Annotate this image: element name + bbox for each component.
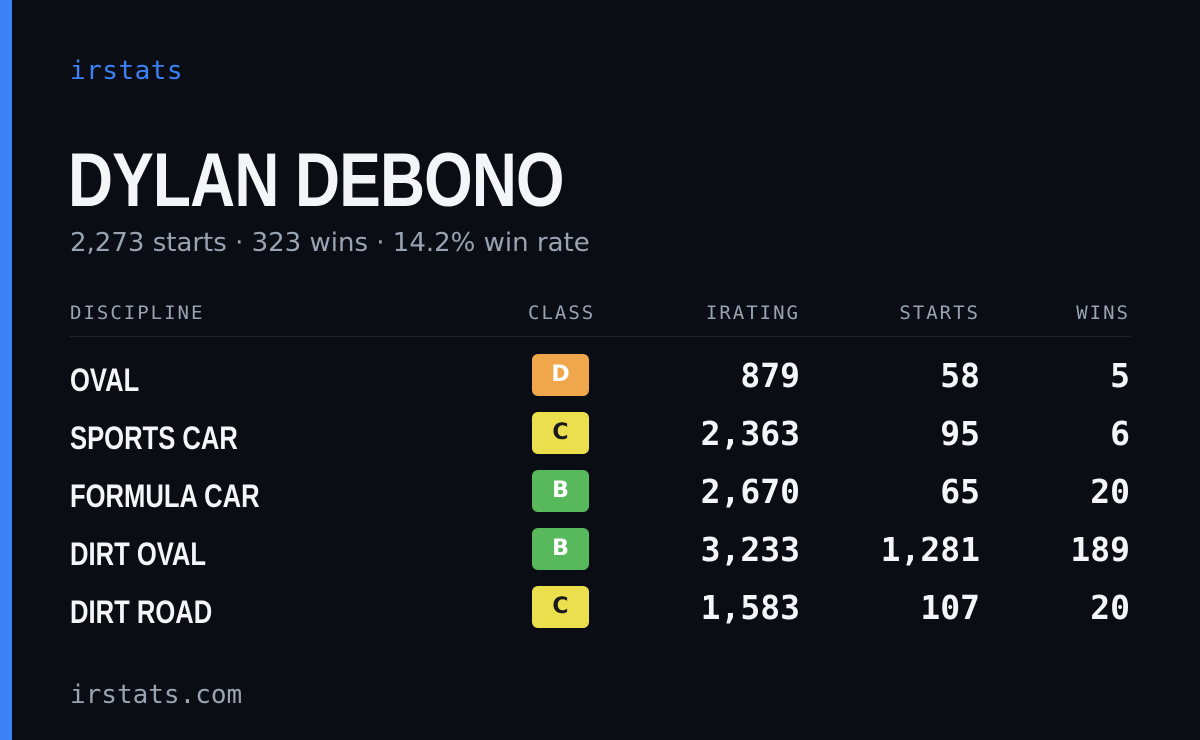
- wins-value: 20: [1090, 472, 1130, 511]
- discipline-label: FORMULA CAR: [70, 478, 260, 514]
- table-row: DIRT OVAL B 3,233 1,281 189: [0, 528, 1200, 586]
- discipline-label: SPORTS CAR: [70, 420, 238, 456]
- starts-value: 58: [940, 356, 980, 395]
- table-row: OVAL D 879 58 5: [0, 354, 1200, 412]
- irating-value: 2,670: [700, 472, 800, 511]
- discipline-label: OVAL: [70, 362, 140, 398]
- wins-value: 5: [1110, 356, 1130, 395]
- starts-value: 95: [940, 414, 980, 453]
- header-irating: IRATING: [705, 302, 800, 324]
- brand-logo: irstats: [70, 56, 184, 86]
- starts-value: 1,281: [880, 530, 980, 569]
- driver-name: DYLAN DEBONO: [68, 138, 564, 223]
- discipline-label: DIRT ROAD: [70, 594, 213, 630]
- starts-value: 107: [920, 588, 980, 627]
- table-row: SPORTS CAR C 2,363 95 6: [0, 412, 1200, 470]
- class-badge: B: [532, 470, 589, 512]
- header-divider: [70, 336, 1131, 337]
- irating-value: 879: [740, 356, 800, 395]
- table-row: DIRT ROAD C 1,583 107 20: [0, 586, 1200, 644]
- header-wins: WINS: [1076, 302, 1130, 324]
- header-class: CLASS: [528, 302, 596, 324]
- header-starts: STARTS: [899, 302, 980, 324]
- wins-value: 6: [1110, 414, 1130, 453]
- driver-summary: 2,273 starts · 323 wins · 14.2% win rate: [70, 228, 590, 258]
- starts-value: 65: [940, 472, 980, 511]
- accent-bar: [0, 0, 12, 740]
- wins-value: 189: [1070, 530, 1130, 569]
- class-badge: C: [532, 586, 589, 628]
- irating-value: 3,233: [700, 530, 800, 569]
- discipline-label: DIRT OVAL: [70, 536, 207, 572]
- class-badge: C: [532, 412, 589, 454]
- irating-value: 2,363: [700, 414, 800, 453]
- table-row: FORMULA CAR B 2,670 65 20: [0, 470, 1200, 528]
- irating-value: 1,583: [700, 588, 800, 627]
- wins-value: 20: [1090, 588, 1130, 627]
- class-badge: B: [532, 528, 589, 570]
- header-discipline: DISCIPLINE: [70, 302, 205, 324]
- class-badge: D: [532, 354, 589, 396]
- footer-url: irstats.com: [70, 680, 243, 710]
